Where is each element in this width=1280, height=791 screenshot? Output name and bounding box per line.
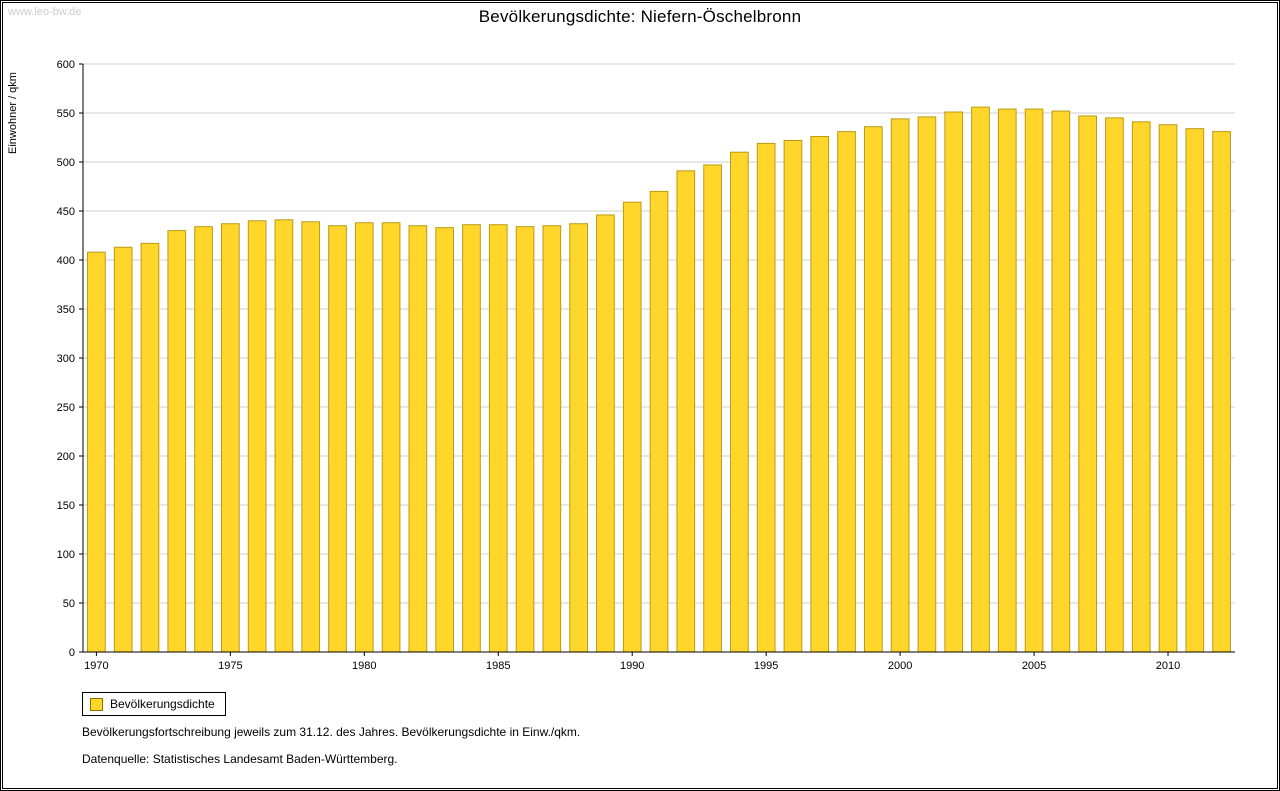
- bar: [1212, 131, 1231, 653]
- x-tick-label: 1970: [84, 660, 108, 672]
- bar: [140, 242, 160, 653]
- bar: [1078, 115, 1097, 653]
- y-tick-label: 350: [57, 304, 75, 316]
- bar: [167, 230, 187, 653]
- bar: [783, 139, 803, 653]
- bar: [596, 214, 615, 653]
- y-tick-label: 500: [57, 157, 75, 169]
- bar: [542, 225, 562, 653]
- y-tick-label: 0: [69, 647, 75, 659]
- bar: [328, 225, 347, 653]
- bar: [1185, 128, 1205, 653]
- bar: [488, 224, 508, 653]
- bar: [194, 226, 213, 653]
- bar: [1024, 108, 1044, 653]
- bar: [917, 116, 937, 653]
- bar: [569, 223, 588, 653]
- y-tick-label: 250: [57, 402, 75, 414]
- y-tick-label: 150: [57, 500, 75, 512]
- bar: [997, 108, 1017, 653]
- bar: [622, 201, 642, 653]
- bar: [890, 118, 910, 653]
- y-tick-label: 450: [57, 206, 75, 218]
- bar: [354, 222, 374, 653]
- bar: [301, 221, 321, 653]
- x-tick-label: 1980: [352, 660, 376, 672]
- y-tick-label: 600: [57, 59, 75, 71]
- x-tick-label: 2005: [1022, 660, 1046, 672]
- bar: [703, 164, 722, 653]
- legend: Bevölkerungsdichte: [82, 692, 226, 716]
- bar: [944, 111, 964, 653]
- bar: [274, 219, 294, 653]
- page-title: Bevölkerungsdichte: Niefern-Öschelbronn: [478, 7, 802, 26]
- y-tick-label: 100: [57, 549, 75, 561]
- y-axis-ticks: 0 50 100 150 200 250 300 350 400 450 500 550 600: [57, 59, 83, 659]
- bar: [87, 251, 106, 653]
- footnote-source-note: Bevölkerungsfortschreibung jeweils zum 3…: [82, 725, 581, 739]
- bar: [730, 151, 749, 653]
- x-tick-label: 1990: [620, 660, 644, 672]
- x-axis-ticks: 1970 1975 1980 1985 1990 1995 2000 2005 2010: [84, 652, 1180, 672]
- bar: [408, 225, 428, 653]
- x-tick-label: 2010: [1156, 660, 1180, 672]
- bar: [462, 224, 481, 653]
- legend-swatch-icon: [90, 697, 103, 711]
- bar: [113, 246, 133, 653]
- bar: [863, 126, 883, 653]
- y-tick-label: 300: [57, 353, 75, 365]
- bar: [810, 136, 830, 653]
- bar: [649, 190, 669, 653]
- bar-chart: 0 50 100 150 200 250 300 350 400 450 500 550 600 1970…: [7, 59, 1235, 672]
- bar: [1158, 124, 1178, 653]
- bar: [221, 223, 240, 653]
- y-axis-label: Einwohner / qkm: [7, 72, 19, 154]
- watermark: www.leo-bw.de: [8, 6, 82, 18]
- y-tick-label: 550: [57, 108, 75, 120]
- y-tick-label: 400: [57, 255, 75, 267]
- x-tick-label: 1975: [218, 660, 242, 672]
- y-tick-label: 200: [57, 451, 75, 463]
- bar: [515, 226, 535, 653]
- bar: [1131, 121, 1151, 653]
- bar: [381, 222, 401, 653]
- x-tick-label: 2000: [888, 660, 912, 672]
- bar: [756, 142, 776, 653]
- y-tick-label: 50: [63, 598, 75, 610]
- bar: [1105, 117, 1124, 653]
- bar: [971, 106, 990, 653]
- bar: [837, 131, 856, 653]
- bar: [435, 227, 455, 653]
- x-tick-label: 1985: [486, 660, 510, 672]
- bar: [1051, 110, 1071, 653]
- bars: [87, 106, 1231, 653]
- footnote-data-source: Datenquelle: Statistisches Landesamt Bad…: [82, 752, 398, 766]
- bar: [247, 220, 267, 653]
- legend-label: Bevölkerungsdichte: [110, 697, 215, 711]
- x-tick-label: 1995: [754, 660, 778, 672]
- chart-area: 0 50 100 150 200 250 300 350 400 450 500 550 600 1970…: [3, 41, 1279, 686]
- bar: [676, 170, 696, 653]
